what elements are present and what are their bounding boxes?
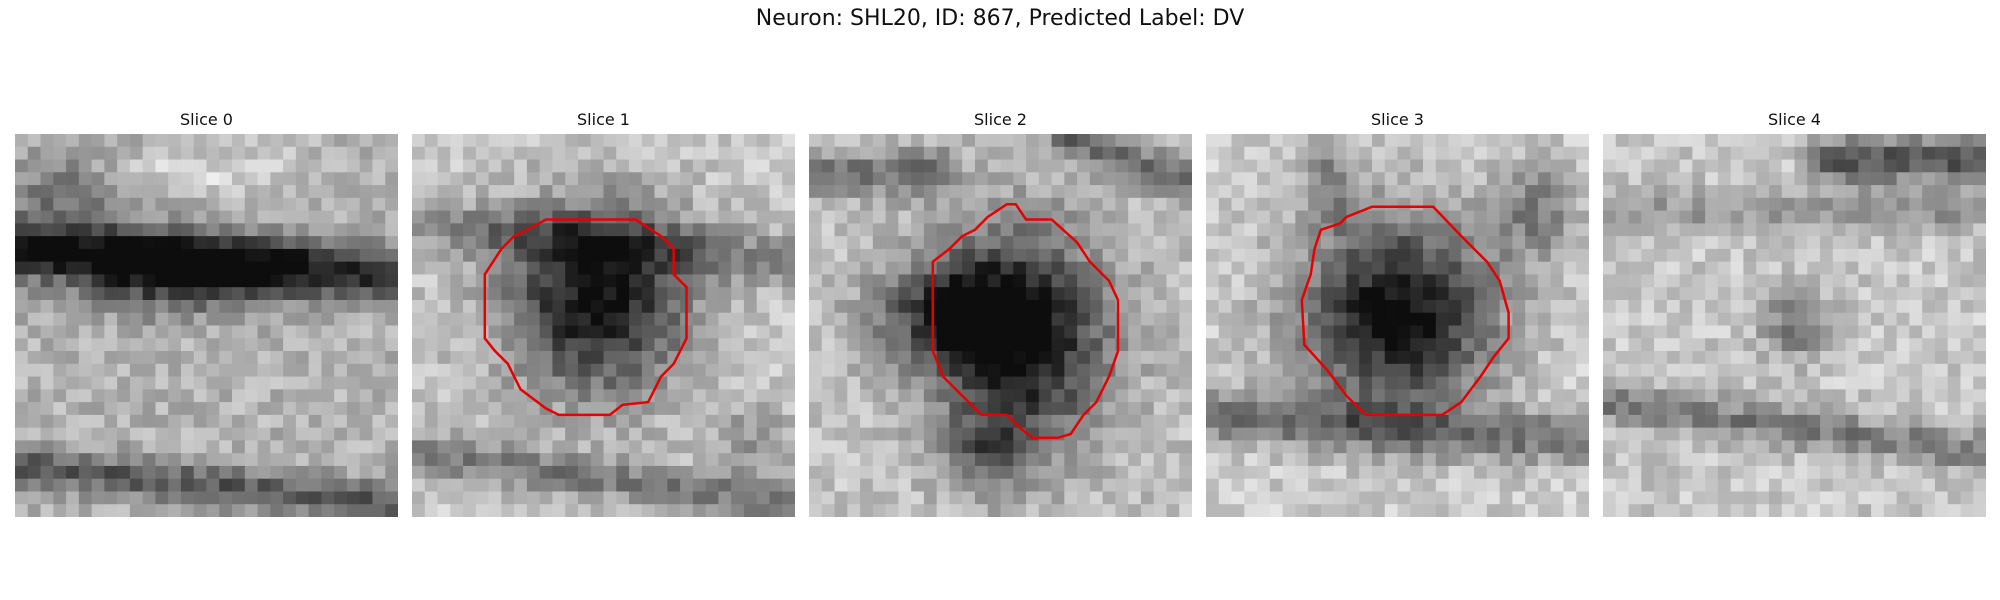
pixel-grid <box>15 134 398 517</box>
pixel-grid <box>412 134 795 517</box>
slice-3-image <box>1206 134 1589 517</box>
panel-title-slice-0: Slice 0 <box>180 110 233 129</box>
slice-2-contour <box>931 202 1120 440</box>
panel-title-slice-3: Slice 3 <box>1371 110 1424 129</box>
slice-1-contour <box>483 218 688 417</box>
slice-2-image <box>809 134 1192 517</box>
slice-0-image <box>15 134 398 517</box>
figure-title: Neuron: SHL20, ID: 867, Predicted Label:… <box>755 6 1245 31</box>
panel-slice-4: Slice 4 <box>1603 110 1986 517</box>
panel-title-slice-4: Slice 4 <box>1768 110 1821 129</box>
pixel-grid <box>809 134 1192 517</box>
panel-slice-2: Slice 2 <box>809 110 1192 517</box>
slice-3-contour <box>1300 205 1510 417</box>
panel-slice-1: Slice 1 <box>412 110 795 517</box>
pixel-grid <box>1603 134 1986 517</box>
panel-slice-3: Slice 3 <box>1206 110 1589 517</box>
panel-slice-0: Slice 0 <box>15 110 398 517</box>
slice-4-image <box>1603 134 1986 517</box>
panel-title-slice-2: Slice 2 <box>974 110 1027 129</box>
panel-title-slice-1: Slice 1 <box>577 110 630 129</box>
slice-1-image <box>412 134 795 517</box>
pixel-grid <box>1206 134 1589 517</box>
